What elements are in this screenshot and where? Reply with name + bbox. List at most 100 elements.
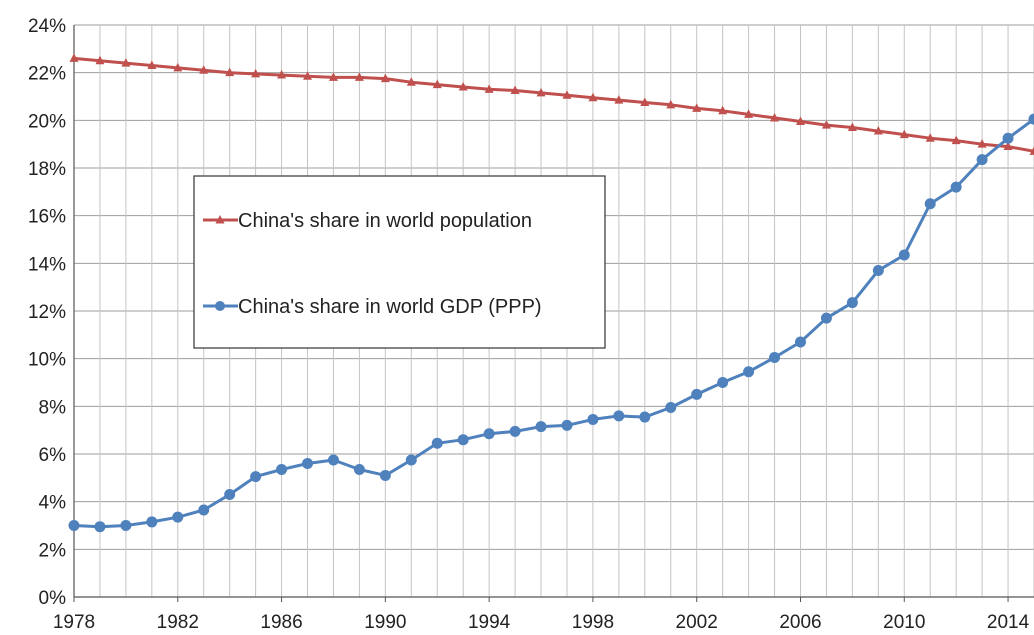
legend-label-population: China's share in world population xyxy=(238,210,532,232)
x-tick-label: 1978 xyxy=(53,612,95,633)
data-point xyxy=(458,81,468,91)
data-point xyxy=(535,421,547,433)
data-point xyxy=(120,520,132,531)
data-point xyxy=(198,504,210,516)
data-point xyxy=(251,68,261,78)
data-point xyxy=(665,402,677,414)
data-point xyxy=(353,463,365,475)
data-point xyxy=(795,116,805,126)
data-point xyxy=(561,419,573,431)
y-tick-label: 16% xyxy=(28,207,66,228)
y-tick-label: 6% xyxy=(39,445,67,466)
legend: China's share in world population China'… xyxy=(193,175,606,349)
x-tick-label: 1998 xyxy=(572,612,614,633)
data-point xyxy=(510,85,520,95)
series-population xyxy=(69,53,1034,155)
series-line xyxy=(73,56,1034,153)
data-point xyxy=(225,67,235,77)
data-point xyxy=(68,520,80,531)
data-point xyxy=(327,454,339,466)
y-tick-label: 14% xyxy=(28,254,66,275)
data-point xyxy=(924,198,936,210)
y-tick-label: 12% xyxy=(28,302,66,323)
data-point xyxy=(666,99,676,109)
x-tick-label: 2002 xyxy=(676,612,718,633)
data-point xyxy=(380,73,390,83)
y-tick-label: 2% xyxy=(39,540,67,561)
y-tick-label: 18% xyxy=(28,159,66,180)
series-layer xyxy=(68,53,1034,533)
x-tick-label: 1990 xyxy=(364,612,406,633)
data-point xyxy=(614,95,624,104)
data-point xyxy=(509,425,521,437)
data-point xyxy=(640,97,650,106)
data-point xyxy=(121,58,131,67)
y-tick-label: 10% xyxy=(28,350,66,371)
series-gdp xyxy=(68,113,1034,533)
data-point xyxy=(847,122,857,131)
x-axis-tick-labels: 1978 1982 1986 1990 1994 1998 2002 2006 2010 2014 xyxy=(53,612,1030,633)
y-tick-label: 4% xyxy=(39,493,67,514)
data-point xyxy=(873,126,883,135)
data-point xyxy=(405,454,417,466)
data-point xyxy=(639,411,651,423)
data-point xyxy=(147,60,157,70)
data-point xyxy=(898,249,910,261)
data-point xyxy=(457,434,469,446)
data-point xyxy=(562,90,572,99)
data-point xyxy=(976,154,988,166)
data-point xyxy=(691,388,703,400)
data-point xyxy=(1003,141,1013,151)
legend-box xyxy=(193,175,606,349)
legend-marker-population xyxy=(215,215,225,224)
data-point xyxy=(951,135,961,145)
legend-entry-gdp: China's share in world GDP (PPP) xyxy=(203,296,542,318)
data-point xyxy=(483,428,495,440)
y-tick-label: 24% xyxy=(28,16,66,37)
data-point xyxy=(717,377,729,388)
data-point xyxy=(302,458,314,470)
data-point xyxy=(224,489,236,501)
data-point xyxy=(794,336,806,348)
data-point xyxy=(303,71,313,80)
data-point xyxy=(872,264,884,276)
data-point xyxy=(69,53,79,62)
data-point xyxy=(613,410,625,422)
y-tick-label: 8% xyxy=(39,397,67,418)
x-tick-label: 1994 xyxy=(468,612,511,633)
data-point xyxy=(692,103,702,112)
data-point xyxy=(1002,132,1014,144)
x-tick-label: 2006 xyxy=(779,612,821,633)
y-axis-tick-labels: 0% 2% 4% 6% 8% 10% 12% 14% 16% 18% 20% 22% 24% xyxy=(28,16,66,609)
data-point xyxy=(899,129,909,139)
data-point xyxy=(484,84,494,93)
data-point xyxy=(718,105,728,115)
data-point xyxy=(95,55,105,65)
data-point xyxy=(587,413,599,425)
data-point xyxy=(250,471,262,483)
data-point xyxy=(328,72,338,81)
data-point xyxy=(925,133,935,142)
data-point xyxy=(379,469,391,481)
data-point xyxy=(406,77,416,86)
data-point xyxy=(431,437,443,449)
data-point xyxy=(536,87,546,97)
y-tick-label: 0% xyxy=(39,588,67,609)
data-point xyxy=(743,366,755,378)
y-tick-label: 20% xyxy=(28,111,66,132)
legend-entry-population: China's share in world population xyxy=(203,210,532,232)
data-point xyxy=(744,109,754,118)
x-tick-label: 2014 xyxy=(987,612,1030,633)
x-tick-label: 1986 xyxy=(260,612,302,633)
data-point xyxy=(588,92,598,102)
y-tick-label: 22% xyxy=(28,64,66,85)
data-point xyxy=(769,351,781,363)
data-point xyxy=(146,516,158,528)
data-point xyxy=(276,463,288,475)
data-point xyxy=(977,139,987,148)
data-point xyxy=(432,79,442,89)
axes xyxy=(73,25,1034,602)
data-point xyxy=(950,181,962,193)
data-point xyxy=(846,297,858,309)
